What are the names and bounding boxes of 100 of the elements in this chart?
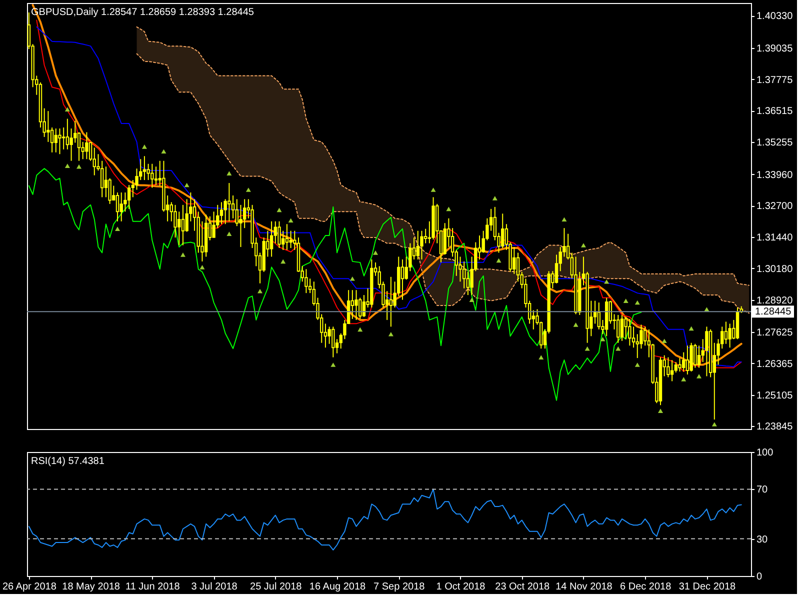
candlestick [632,326,636,348]
x-tick-label: 26 Apr 2018 [2,582,57,592]
candlestick [54,128,58,153]
candlestick [705,326,708,377]
candlestick [181,204,185,246]
candlestick [512,246,516,274]
point [226,171,232,176]
y-tick-label: 1.26365 [756,358,794,370]
point [688,326,694,331]
point [573,322,578,327]
candlestick [724,321,728,344]
point [662,338,667,344]
y-tick-label: 1.35255 [756,138,794,149]
point [246,188,251,192]
point [280,259,286,264]
point [634,362,640,367]
candlestick [131,180,135,198]
candlestick [142,156,146,181]
point [64,164,70,168]
candlestick [228,182,231,222]
x-tick-label: 11 Jun 2018 [126,582,180,592]
point [115,226,120,231]
candlestick [77,132,81,162]
point [658,408,663,413]
x-tick-label: 16 Aug 2018 [309,582,366,592]
candlestick [354,290,358,320]
y-tick-label: 1.28920 [756,295,794,306]
candlestick [462,260,466,289]
y-tick-label: 1.40330 [756,11,794,22]
y-tick-label: 1.25105 [756,390,794,402]
point [496,258,502,263]
candlestick [116,192,120,222]
y-tick-label: 1.33960 [756,170,794,181]
y-tick-label: 1.30180 [756,264,794,275]
x-tick-label: 18 May 2018 [62,582,120,592]
x-tick-label: 25 Jul 2018 [250,582,302,592]
candlestick [66,118,70,150]
point [562,217,567,222]
x-tick-label: 14 Nov 2018 [556,582,613,592]
candlestick [85,132,88,160]
candlestick [420,230,424,260]
candlestick [593,300,597,324]
candlestick [127,184,131,210]
candlestick [682,352,686,372]
y-tick-label: 70 [756,484,768,496]
candlestick [178,211,181,246]
candlestick [554,254,558,284]
candlestick [281,230,285,250]
candlestick [332,326,335,358]
candlestick [400,258,404,300]
x-tick-label: 1 Oct 2018 [436,582,486,592]
y-tick-label: 1.37775 [756,74,794,86]
point [161,149,166,154]
candlestick [616,314,620,344]
candlestick [670,360,674,382]
y-tick-label: 1.32700 [756,201,794,212]
candlestick [597,302,600,330]
point [226,232,232,236]
chart-title: RSI(14) 57.4381 [31,456,105,467]
y-tick-label: 0 [756,572,762,582]
point [142,144,147,149]
point [446,206,452,212]
line-series [28,488,742,550]
y-tick-label: 1.31440 [756,232,794,244]
x-tick-label: 6 Dec 2018 [620,582,672,592]
point [64,107,70,112]
y-tick-label: 1.23845 [756,422,794,433]
candlestick [154,166,158,186]
point [600,336,606,342]
candlestick [150,163,154,188]
point [330,362,336,367]
point [184,182,190,188]
candlestick [220,202,224,225]
point [430,188,436,192]
point [681,377,686,382]
candlestick [285,224,289,250]
candlestick [104,166,108,198]
candlestick [643,326,647,346]
line-series [28,168,642,401]
point [358,327,363,332]
candlestick [289,230,292,248]
candlestick [424,228,428,244]
candlestick [58,128,62,155]
y-tick-label: 30 [756,534,768,546]
candlestick [50,126,54,153]
x-tick-label: 3 Jul 2018 [191,582,238,592]
x-tick-label: 31 Dec 2018 [678,582,736,592]
candlestick [516,252,520,282]
candlestick [728,323,732,348]
point [350,276,355,281]
point [580,243,586,248]
point [696,374,702,378]
candlestick [100,160,104,198]
candlestick [674,362,678,373]
candlestick [697,345,701,368]
ref-line-label: 1.28445 [755,306,792,318]
y-tick-label: 1.27625 [756,328,794,339]
candlestick [242,198,246,229]
candlestick [46,110,50,142]
point [200,265,205,270]
